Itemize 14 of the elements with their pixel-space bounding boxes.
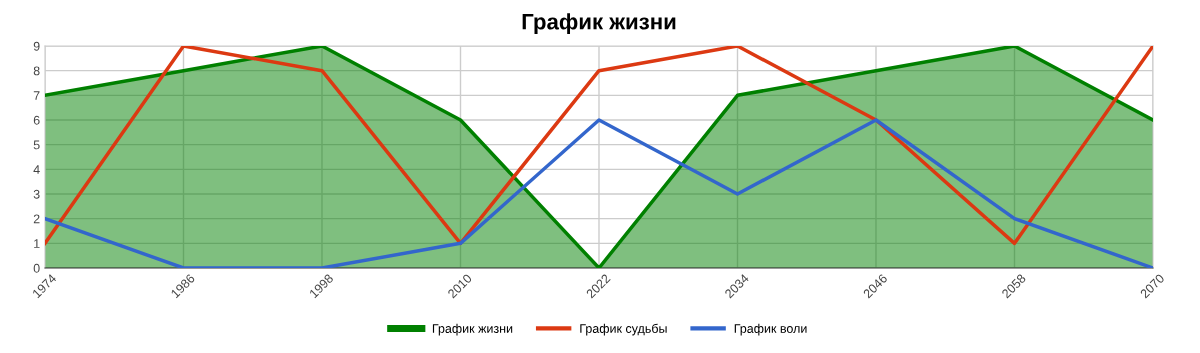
legend-label: График судьбы (580, 323, 667, 336)
legend-label: График воли (734, 323, 807, 336)
y-tick-label: 9 (33, 41, 40, 51)
chart-title: График жизни (522, 13, 676, 34)
y-tick-label: 3 (33, 189, 40, 199)
y-tick-label: 8 (33, 66, 40, 76)
y-tick-label: 4 (33, 165, 40, 174)
y-tick-label: 7 (33, 91, 40, 100)
y-tick-label: 2 (33, 214, 40, 224)
y-tick-label: 0 (33, 263, 40, 273)
y-tick-label: 1 (34, 239, 40, 248)
legend-label: График жизни (432, 323, 513, 336)
y-tick-label: 6 (33, 115, 40, 125)
y-tick-label: 5 (33, 140, 40, 150)
